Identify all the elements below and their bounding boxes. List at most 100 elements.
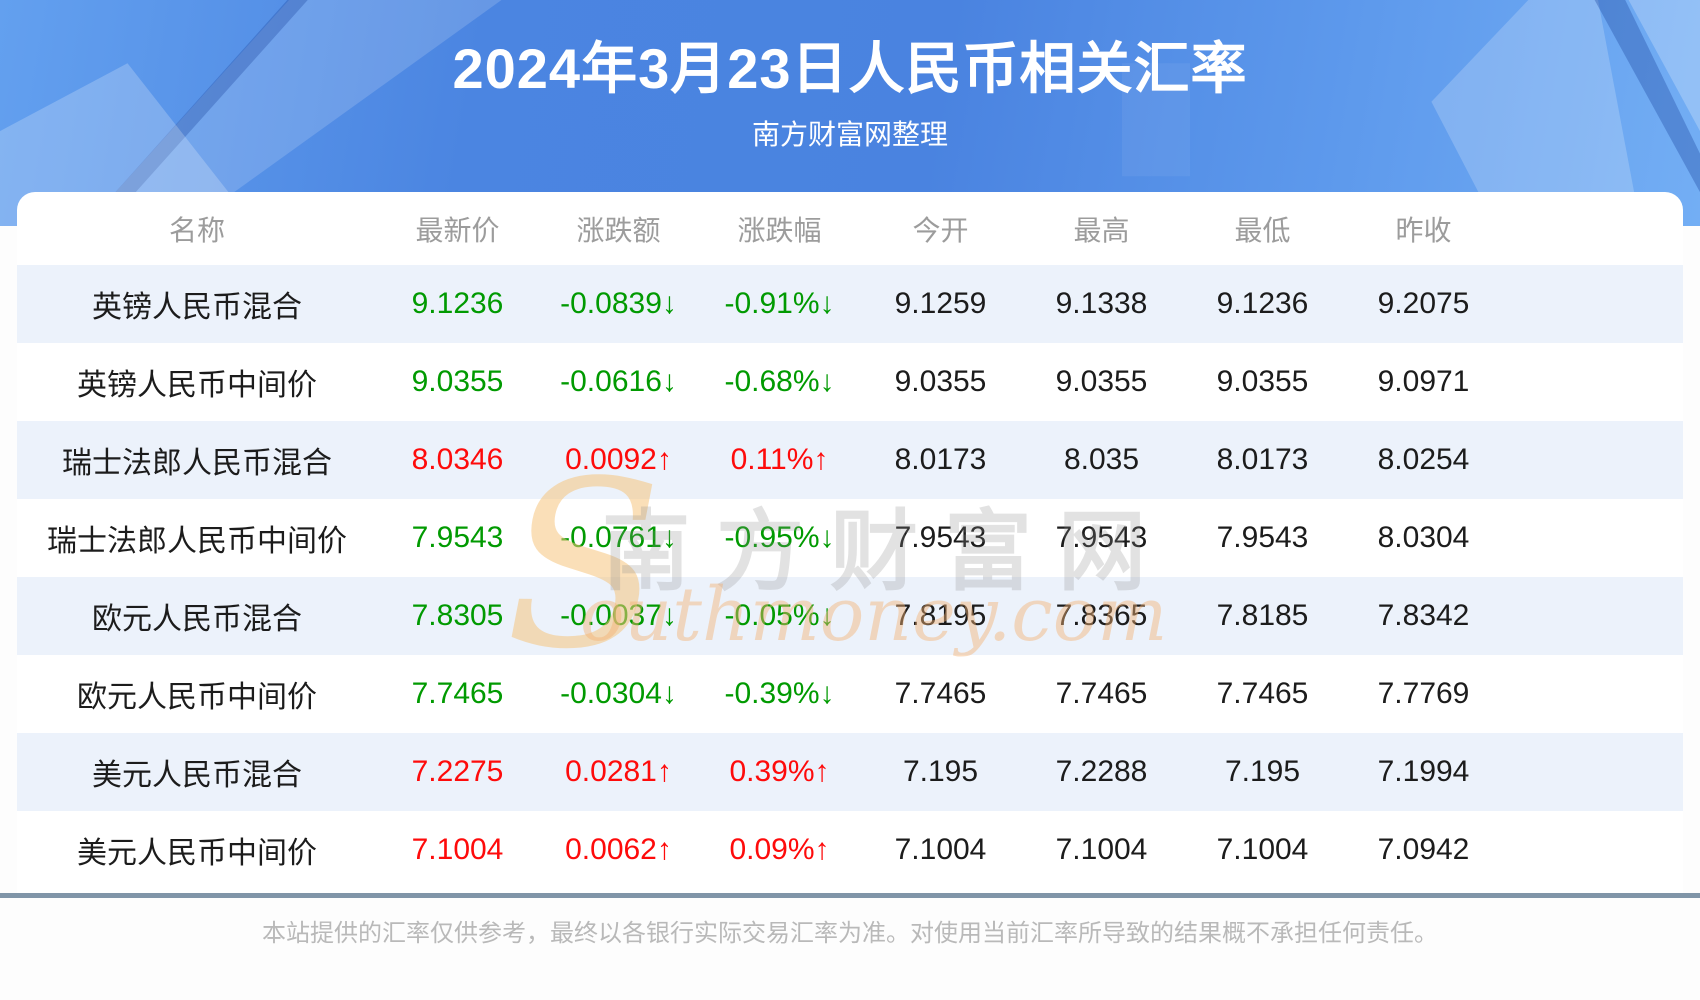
cell-change: 0.0062↑ bbox=[565, 833, 672, 866]
cell-spacer bbox=[1504, 811, 1683, 889]
table-body: 英镑人民币混合 9.1236 -0.0839↓ -0.91%↓ 9.1259 9.1338… bbox=[17, 265, 1683, 889]
cell-high: 7.7465 bbox=[1055, 677, 1148, 710]
cell-name: 英镑人民币混合 bbox=[92, 291, 302, 324]
cell-change_pct: 0.11%↑ bbox=[730, 443, 829, 476]
cell-high: 7.2288 bbox=[1055, 755, 1148, 788]
cell-prev_close: 9.0971 bbox=[1377, 365, 1470, 398]
cell-latest: 7.2275 bbox=[411, 755, 504, 788]
cell-change: -0.0304↓ bbox=[560, 677, 677, 710]
cell-prev_close: 8.0254 bbox=[1377, 443, 1470, 476]
column-header-5: 最高 bbox=[1073, 214, 1130, 246]
cell-open: 7.1004 bbox=[894, 833, 987, 866]
cell-latest: 7.9543 bbox=[411, 521, 504, 554]
table-header: 名称 最新价 涨跌额 涨跌幅 今开 最高 最低 昨收 bbox=[17, 192, 1683, 265]
cell-high: 9.1338 bbox=[1055, 287, 1148, 320]
cell-open: 7.9543 bbox=[894, 521, 987, 554]
cell-change_pct: -0.68%↓ bbox=[724, 365, 835, 398]
cell-change: -0.0037↓ bbox=[560, 599, 677, 632]
table-row: 瑞士法郎人民币混合 8.0346 0.0092↑ 0.11%↑ 8.0173 8.035 8… bbox=[17, 421, 1683, 499]
table-row: 欧元人民币混合 7.8305 -0.0037↓ -0.05%↓ 7.8195 7.8365… bbox=[17, 577, 1683, 655]
cell-low: 7.195 bbox=[1224, 755, 1301, 788]
cell-latest: 9.0355 bbox=[411, 365, 504, 398]
table-row: 美元人民币混合 7.2275 0.0281↑ 0.39%↑ 7.195 7.2288 7.1… bbox=[17, 733, 1683, 811]
cell-latest: 8.0346 bbox=[411, 443, 504, 476]
cell-spacer bbox=[1504, 343, 1683, 421]
page-subtitle: 南方财富网整理 bbox=[751, 119, 948, 150]
column-header-spacer bbox=[1504, 192, 1683, 265]
table-row: 瑞士法郎人民币中间价 7.9543 -0.0761↓ -0.95%↓ 7.9543 7.9… bbox=[17, 499, 1683, 577]
cell-latest: 9.1236 bbox=[411, 287, 504, 320]
cell-prev_close: 7.8342 bbox=[1377, 599, 1470, 632]
cell-change: -0.0839↓ bbox=[560, 287, 677, 320]
cell-prev_close: 8.0304 bbox=[1377, 521, 1470, 554]
cell-spacer bbox=[1504, 577, 1683, 655]
column-header-4: 今开 bbox=[912, 214, 969, 246]
cell-name: 欧元人民币混合 bbox=[92, 603, 302, 636]
cell-name: 瑞士法郎人民币中间价 bbox=[47, 525, 347, 558]
cell-low: 9.0355 bbox=[1216, 365, 1309, 398]
cell-low: 8.0173 bbox=[1216, 443, 1309, 476]
column-header-6: 最低 bbox=[1234, 214, 1291, 246]
cell-change: -0.0616↓ bbox=[560, 365, 677, 398]
table-row: 欧元人民币中间价 7.7465 -0.0304↓ -0.39%↓ 7.7465 7.746… bbox=[17, 655, 1683, 733]
cell-change_pct: -0.91%↓ bbox=[724, 287, 835, 320]
cell-low: 7.1004 bbox=[1216, 833, 1309, 866]
rates-table-card: 名称 最新价 涨跌额 涨跌幅 今开 最高 最低 昨收 英镑人民币混合 9.1236 -0.0839… bbox=[17, 192, 1683, 893]
rates-table: 名称 最新价 涨跌额 涨跌幅 今开 最高 最低 昨收 英镑人民币混合 9.1236 -0.0839… bbox=[17, 192, 1683, 889]
column-header-7: 昨收 bbox=[1395, 214, 1452, 246]
cell-high: 9.0355 bbox=[1055, 365, 1148, 398]
table-header-row: 名称 最新价 涨跌额 涨跌幅 今开 最高 最低 昨收 bbox=[17, 192, 1683, 265]
cell-change_pct: 0.09%↑ bbox=[729, 833, 830, 866]
cell-name: 英镑人民币中间价 bbox=[77, 369, 317, 402]
cell-low: 7.7465 bbox=[1216, 677, 1309, 710]
cell-high: 7.8365 bbox=[1055, 599, 1148, 632]
cell-high: 7.1004 bbox=[1055, 833, 1148, 866]
cell-latest: 7.7465 bbox=[411, 677, 504, 710]
cell-change_pct: -0.05%↓ bbox=[724, 599, 835, 632]
cell-prev_close: 9.2075 bbox=[1377, 287, 1470, 320]
cell-name: 美元人民币中间价 bbox=[77, 837, 317, 870]
cell-open: 8.0173 bbox=[894, 443, 987, 476]
cell-prev_close: 7.1994 bbox=[1377, 755, 1470, 788]
table-row: 英镑人民币中间价 9.0355 -0.0616↓ -0.68%↓ 9.0355 9.035… bbox=[17, 343, 1683, 421]
cell-change_pct: 0.39%↑ bbox=[729, 755, 830, 788]
cell-spacer bbox=[1504, 733, 1683, 811]
cell-high: 7.9543 bbox=[1055, 521, 1148, 554]
cell-change: -0.0761↓ bbox=[560, 521, 677, 554]
column-header-1: 最新价 bbox=[415, 214, 500, 246]
cell-low: 7.9543 bbox=[1216, 521, 1309, 554]
cell-prev_close: 7.7769 bbox=[1377, 677, 1470, 710]
table-row: 美元人民币中间价 7.1004 0.0062↑ 0.09%↑ 7.1004 7.1004 7… bbox=[17, 811, 1683, 889]
cell-change: 0.0281↑ bbox=[565, 755, 672, 788]
banner-decoration bbox=[1122, 63, 1190, 177]
disclaimer-text: 本站提供的汇率仅供参考，最终以各银行实际交易汇率为准。对使用当前汇率所导致的结果… bbox=[262, 920, 1438, 947]
column-header-3: 涨跌幅 bbox=[737, 214, 822, 246]
cell-spacer bbox=[1504, 655, 1683, 733]
header-banner: 2024年3月23日人民币相关汇率 南方财富网整理 bbox=[0, 0, 1700, 226]
cell-open: 9.1259 bbox=[894, 287, 987, 320]
cell-name: 欧元人民币中间价 bbox=[77, 681, 317, 714]
cell-open: 9.0355 bbox=[894, 365, 987, 398]
cell-name: 瑞士法郎人民币混合 bbox=[62, 447, 332, 480]
cell-latest: 7.1004 bbox=[411, 833, 504, 866]
column-header-0: 名称 bbox=[168, 214, 225, 246]
cell-spacer bbox=[1504, 265, 1683, 343]
cell-spacer bbox=[1504, 421, 1683, 499]
cell-open: 7.195 bbox=[902, 755, 979, 788]
divider bbox=[0, 893, 1700, 898]
cell-spacer bbox=[1504, 499, 1683, 577]
page-title: 2024年3月23日人民币相关汇率 bbox=[452, 37, 1248, 100]
cell-change_pct: -0.95%↓ bbox=[724, 521, 835, 554]
cell-open: 7.7465 bbox=[894, 677, 987, 710]
cell-latest: 7.8305 bbox=[411, 599, 504, 632]
cell-low: 9.1236 bbox=[1216, 287, 1309, 320]
table-row: 英镑人民币混合 9.1236 -0.0839↓ -0.91%↓ 9.1259 9.1338… bbox=[17, 265, 1683, 343]
cell-low: 7.8185 bbox=[1216, 599, 1309, 632]
column-header-2: 涨跌额 bbox=[576, 214, 661, 246]
cell-change: 0.0092↑ bbox=[565, 443, 672, 476]
cell-change_pct: -0.39%↓ bbox=[724, 677, 835, 710]
cell-prev_close: 7.0942 bbox=[1377, 833, 1470, 866]
cell-open: 7.8195 bbox=[894, 599, 987, 632]
cell-high: 8.035 bbox=[1063, 443, 1140, 476]
cell-name: 美元人民币混合 bbox=[92, 759, 302, 792]
